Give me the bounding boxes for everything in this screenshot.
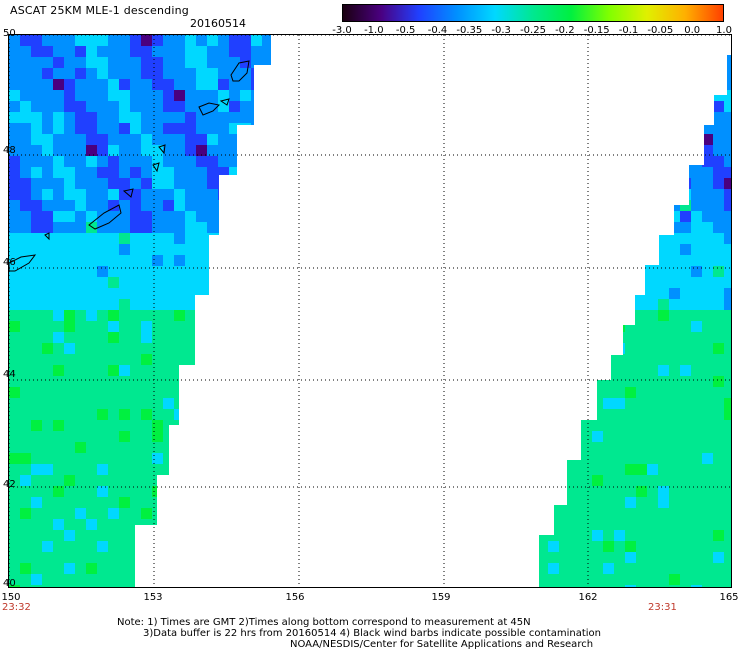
colorbar-gradient: [343, 5, 723, 21]
footer-note-3: NOAA/NESDIS/Center for Satellite Applica…: [290, 639, 594, 650]
lon-label-156: 156: [285, 592, 305, 603]
lat-label-46: 46: [3, 257, 16, 268]
colorbar-tick-label: -0.3: [491, 25, 511, 36]
colorbar-tick-label: -3.0: [332, 25, 352, 36]
lon-label-159: 159: [431, 592, 451, 603]
lon-label-150: 150: [1, 592, 21, 603]
colorbar-tick-label: -1.0: [364, 25, 384, 36]
colorbar-tick-label: -0.2: [555, 25, 575, 36]
island-outline: [88, 204, 122, 230]
island-outline: [44, 232, 50, 241]
time-label-right: 23:31: [648, 602, 677, 613]
map-panel: [8, 34, 732, 588]
colorbar-tick-label: -0.1: [618, 25, 639, 36]
chart-date: 20160514: [190, 17, 246, 30]
colorbar-tick-label: 1.0: [716, 25, 732, 36]
lat-label-48: 48: [3, 145, 16, 156]
island-outline: [9, 254, 37, 272]
colorbar-tick-label: -0.25: [520, 25, 546, 36]
lat-label-40: 40: [3, 578, 16, 589]
colorbar-tick-label: -0.05: [647, 25, 674, 36]
colorbar-tick-label: -0.4: [427, 25, 448, 36]
lat-label-44: 44: [3, 369, 16, 380]
right-swath: [539, 55, 731, 587]
colorbar: [342, 4, 724, 22]
colorbar-ticks: -3.0 -1.0 -0.5 -0.4 -0.35 -0.3 -0.25 -0.2 -0.15-…: [326, 25, 736, 37]
island-outline: [122, 188, 134, 198]
colorbar-tick-label: -0.15: [583, 25, 610, 36]
footer-note-1: Note: 1) Times are GMT 2)Times along bot…: [117, 617, 531, 628]
island-outline: [230, 60, 250, 82]
lat-label-42: 42: [3, 479, 16, 490]
time-label-left: 23:32: [2, 602, 31, 613]
left-swath: [9, 35, 271, 587]
footer-note-2: 3)Data buffer is 22 hrs from 20160514 4)…: [143, 628, 601, 639]
island-outline: [219, 98, 230, 106]
chart-title: ASCAT 25KM MLE-1 descending: [10, 4, 189, 17]
island-outline: [152, 162, 160, 173]
island-outline: [198, 102, 221, 116]
lon-label-153: 153: [143, 592, 163, 603]
lat-lon-grid: [9, 35, 731, 587]
colorbar-tick-label: -0.35: [456, 25, 483, 36]
island-outline: [158, 144, 166, 155]
colorbar-tick-label: -0.5: [395, 25, 416, 36]
kuril-islands: [9, 60, 250, 272]
lon-label-165: 165: [719, 592, 739, 603]
lat-label-50: 50: [3, 28, 16, 39]
lon-label-162: 162: [578, 592, 598, 603]
colorbar-tick-label: 0.0: [684, 25, 701, 36]
